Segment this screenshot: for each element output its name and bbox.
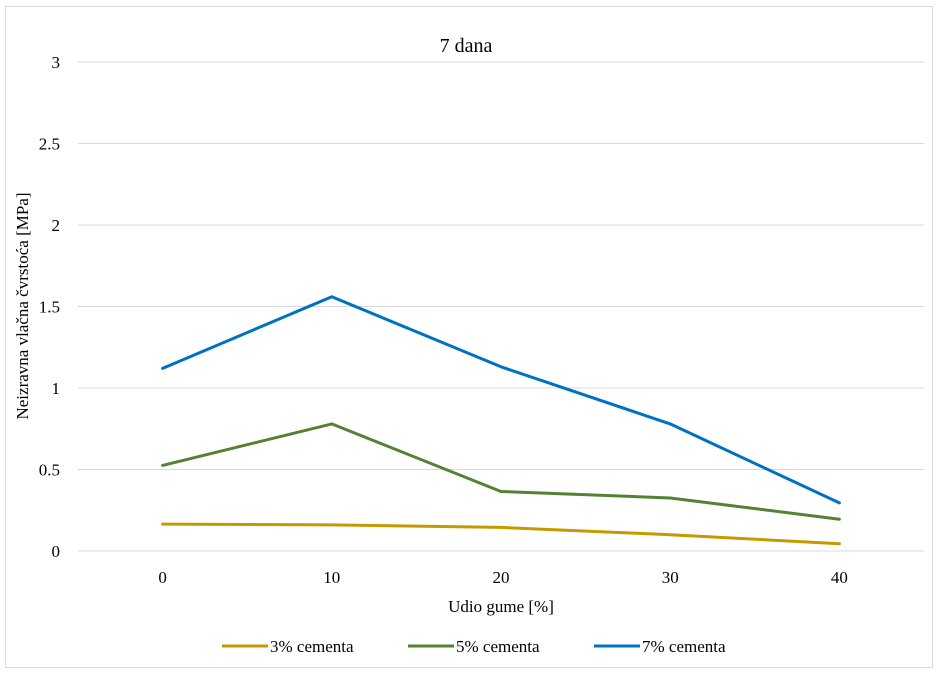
- y-tick-label: 3: [52, 53, 61, 72]
- x-axis-ticks: 0 10 20 30 40: [158, 568, 848, 587]
- x-axis-label: Udio gume [%]: [448, 597, 554, 616]
- series-lines: [161, 295, 841, 546]
- series-line-2: [161, 422, 841, 521]
- y-tick-label: 1: [52, 379, 61, 398]
- legend-label-1: 3% cementa: [270, 637, 354, 656]
- legend: 3% cementa 5% cementa 7% cementa: [222, 637, 726, 656]
- gridlines: [78, 61, 924, 552]
- y-axis-label: Neizravna vlačna čvrstoća [MPa]: [13, 192, 32, 419]
- y-axis-ticks: 0 0.5 1 1.5 2 2.5 3: [39, 53, 60, 561]
- series-line-1: [161, 522, 841, 546]
- y-tick-label: 0: [52, 542, 61, 561]
- y-tick-label: 1.5: [39, 298, 60, 317]
- legend-label-3: 7% cementa: [642, 637, 726, 656]
- y-tick-label: 0.5: [39, 461, 60, 480]
- x-tick-label: 10: [323, 568, 340, 587]
- legend-label-2: 5% cementa: [456, 637, 540, 656]
- series-line-3: [161, 295, 841, 505]
- x-tick-label: 0: [158, 568, 167, 587]
- x-tick-label: 20: [493, 568, 510, 587]
- x-tick-label: 40: [831, 568, 848, 587]
- y-tick-label: 2: [52, 216, 61, 235]
- chart-frame: [5, 6, 933, 668]
- y-tick-label: 2.5: [39, 135, 60, 154]
- chart-title: 7 dana: [440, 35, 493, 57]
- x-tick-label: 30: [662, 568, 679, 587]
